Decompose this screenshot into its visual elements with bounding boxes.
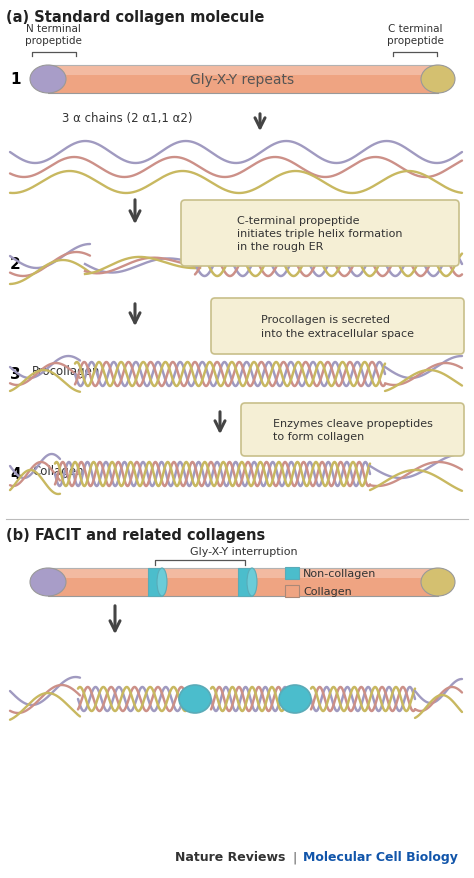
Text: 3 α chains (2 α1,1 α2): 3 α chains (2 α1,1 α2) [62, 112, 192, 125]
Text: 4: 4 [10, 467, 21, 482]
Bar [48, 66, 438, 76]
Ellipse shape [157, 568, 167, 596]
Bar [48, 568, 438, 596]
Bar [238, 568, 252, 596]
Ellipse shape [421, 66, 455, 94]
Text: 1: 1 [10, 72, 20, 88]
Bar [148, 568, 162, 596]
Bar [48, 66, 438, 94]
Text: Procollagen is secreted
into the extracellular space: Procollagen is secreted into the extrace… [261, 315, 414, 338]
FancyBboxPatch shape [181, 201, 459, 267]
Bar [48, 568, 438, 578]
Text: Gly-X-Y repeats: Gly-X-Y repeats [191, 73, 294, 87]
Text: Collagen: Collagen [303, 587, 352, 596]
Ellipse shape [30, 66, 66, 94]
Ellipse shape [30, 568, 66, 596]
Ellipse shape [421, 568, 455, 596]
Text: C-terminal propeptide
initiates triple helix formation
in the rough ER: C-terminal propeptide initiates triple h… [237, 216, 403, 252]
Text: C terminal
propeptide: C terminal propeptide [387, 24, 444, 47]
Text: |: | [293, 851, 297, 864]
FancyBboxPatch shape [241, 404, 464, 457]
Text: Nature Reviews: Nature Reviews [175, 851, 285, 864]
Text: Molecular Cell Biology: Molecular Cell Biology [303, 851, 458, 864]
Text: Non-collagen: Non-collagen [303, 568, 376, 579]
FancyBboxPatch shape [285, 586, 299, 597]
Ellipse shape [279, 685, 311, 713]
Ellipse shape [179, 685, 211, 713]
Text: Collagen: Collagen [32, 464, 83, 478]
FancyBboxPatch shape [211, 299, 464, 355]
Text: Gly-X-Y interruption: Gly-X-Y interruption [190, 546, 298, 557]
Text: N terminal
propeptide: N terminal propeptide [25, 24, 82, 47]
Text: 2: 2 [10, 257, 21, 272]
Text: Procollagen: Procollagen [32, 364, 100, 378]
Text: (b) FACIT and related collagens: (b) FACIT and related collagens [6, 528, 265, 543]
Text: 3: 3 [10, 367, 21, 382]
Ellipse shape [247, 568, 257, 596]
FancyBboxPatch shape [285, 567, 299, 579]
Text: Enzymes cleave propeptides
to form collagen: Enzymes cleave propeptides to form colla… [273, 419, 432, 442]
Text: (a) Standard collagen molecule: (a) Standard collagen molecule [6, 10, 264, 25]
